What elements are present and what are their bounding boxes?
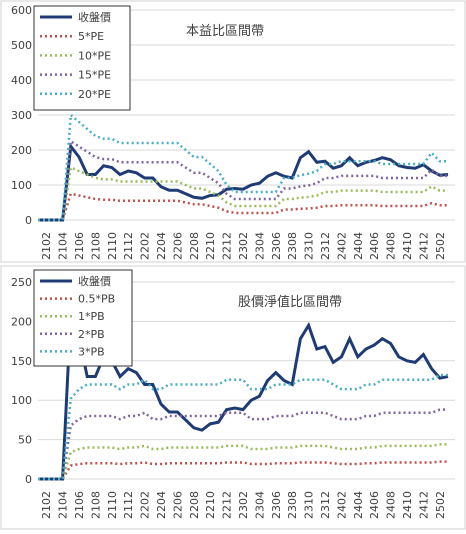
x-tick-label: 2306 xyxy=(270,232,283,260)
x-tick-label: 2412 xyxy=(417,491,430,519)
x-tick-label: 2308 xyxy=(286,491,299,519)
x-tick-label: 2302 xyxy=(237,491,250,519)
series-line xyxy=(38,142,449,222)
x-tick-label: 2108 xyxy=(89,232,102,260)
x-tick-label: 2406 xyxy=(368,491,381,519)
x-tick-label: 2110 xyxy=(106,491,119,519)
legend-box xyxy=(33,5,131,111)
x-tick-label: 2310 xyxy=(303,232,316,260)
x-tick-label: 2104 xyxy=(57,491,70,519)
x-tick-label: 2302 xyxy=(237,232,250,260)
chart-title: 股價淨值比區間帶 xyxy=(238,294,342,310)
x-tick-label: 2502 xyxy=(434,232,447,260)
series-line xyxy=(38,165,448,222)
x-tick-label: 2408 xyxy=(385,232,398,260)
x-tick-label: 2408 xyxy=(385,491,398,519)
x-tick-label: 2304 xyxy=(253,491,266,519)
x-tick-label: 2410 xyxy=(401,491,414,519)
series-line xyxy=(38,443,448,481)
y-tick-label: 200 xyxy=(11,144,32,157)
legend-label: 3*PB xyxy=(78,345,105,358)
y-tick-label: 250 xyxy=(11,276,32,289)
series-line xyxy=(38,373,448,481)
x-tick-label: 2102 xyxy=(40,491,53,519)
y-tick-label: 600 xyxy=(11,4,32,17)
x-tick-label: 2210 xyxy=(204,232,217,260)
y-tick-label: 150 xyxy=(11,355,32,368)
x-tick-label: 2312 xyxy=(319,491,332,519)
x-tick-label: 2412 xyxy=(417,232,430,260)
series-line xyxy=(38,192,448,222)
x-tick-label: 2112 xyxy=(122,232,135,260)
y-tick-label: 300 xyxy=(11,109,32,122)
chart-title: 本益比區間帶 xyxy=(186,24,264,39)
legend-label: 收盤價 xyxy=(78,274,111,288)
y-tick-label: 0 xyxy=(25,214,32,227)
legend-label: 2*PB xyxy=(78,328,105,341)
y-tick-label: 400 xyxy=(11,74,32,87)
x-tick-label: 2106 xyxy=(73,491,86,519)
x-tick-label: 2404 xyxy=(352,491,365,519)
x-tick-label: 2104 xyxy=(57,232,70,260)
legend-label: 1*PB xyxy=(78,310,105,323)
y-tick-label: 500 xyxy=(11,39,32,52)
legend-label: 5*PE xyxy=(78,30,104,43)
x-tick-label: 2208 xyxy=(188,491,201,519)
x-tick-label: 2404 xyxy=(352,232,365,260)
x-tick-label: 2206 xyxy=(171,491,184,519)
legend-label: 收盤價 xyxy=(78,10,111,24)
x-tick-label: 2204 xyxy=(155,232,168,260)
x-tick-label: 2212 xyxy=(221,232,234,260)
x-tick-label: 2204 xyxy=(155,491,168,519)
series-line xyxy=(38,112,448,222)
x-tick-label: 2312 xyxy=(319,232,332,260)
x-tick-label: 2212 xyxy=(221,491,234,519)
x-tick-label: 2306 xyxy=(270,491,283,519)
y-tick-label: 100 xyxy=(11,179,32,192)
x-tick-label: 2310 xyxy=(303,491,316,519)
y-tick-label: 200 xyxy=(11,315,32,328)
x-tick-label: 2308 xyxy=(286,232,299,260)
x-tick-label: 2406 xyxy=(368,232,381,260)
x-tick-label: 2110 xyxy=(106,232,119,260)
x-tick-label: 2402 xyxy=(335,491,348,519)
x-tick-label: 2410 xyxy=(401,232,414,260)
x-tick-label: 2304 xyxy=(253,232,266,260)
legend-label: 20*PE xyxy=(78,88,111,101)
x-tick-label: 2106 xyxy=(73,232,86,260)
series-line xyxy=(38,408,448,481)
y-tick-label: 50 xyxy=(18,434,32,447)
y-tick-label: 100 xyxy=(11,394,32,407)
series-line xyxy=(38,460,448,481)
x-tick-label: 2102 xyxy=(40,232,53,260)
x-tick-label: 2202 xyxy=(139,232,152,260)
x-tick-label: 2202 xyxy=(139,491,152,519)
legend-box xyxy=(33,269,133,367)
x-tick-label: 2206 xyxy=(171,232,184,260)
x-tick-label: 2112 xyxy=(122,491,135,519)
legend-label: 10*PE xyxy=(78,49,111,62)
x-tick-label: 2210 xyxy=(204,491,217,519)
legend-label: 0.5*PB xyxy=(78,293,115,306)
x-tick-label: 2502 xyxy=(434,491,447,519)
x-tick-label: 2208 xyxy=(188,232,201,260)
y-tick-label: 0 xyxy=(25,473,32,486)
x-tick-label: 2108 xyxy=(89,491,102,519)
legend-label: 15*PE xyxy=(78,69,111,82)
x-tick-label: 2402 xyxy=(335,232,348,260)
